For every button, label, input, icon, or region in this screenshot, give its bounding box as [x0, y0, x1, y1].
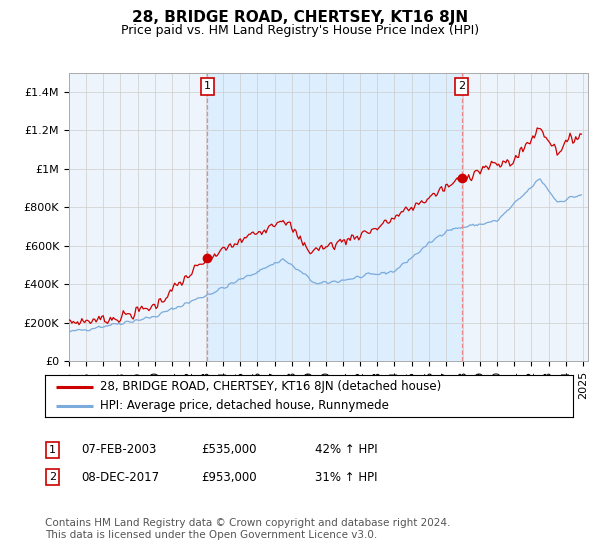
- Text: Contains HM Land Registry data © Crown copyright and database right 2024.
This d: Contains HM Land Registry data © Crown c…: [45, 518, 451, 540]
- Text: 28, BRIDGE ROAD, CHERTSEY, KT16 8JN: 28, BRIDGE ROAD, CHERTSEY, KT16 8JN: [132, 10, 468, 25]
- Text: 1: 1: [204, 81, 211, 91]
- Text: 2: 2: [49, 472, 56, 482]
- Text: 08-DEC-2017: 08-DEC-2017: [81, 470, 159, 484]
- Text: 31% ↑ HPI: 31% ↑ HPI: [315, 470, 377, 484]
- Text: Price paid vs. HM Land Registry's House Price Index (HPI): Price paid vs. HM Land Registry's House …: [121, 24, 479, 36]
- Text: 28, BRIDGE ROAD, CHERTSEY, KT16 8JN (detached house): 28, BRIDGE ROAD, CHERTSEY, KT16 8JN (det…: [100, 380, 442, 393]
- Text: 1: 1: [49, 445, 56, 455]
- Text: £535,000: £535,000: [201, 443, 257, 456]
- Text: 2: 2: [458, 81, 465, 91]
- Text: 07-FEB-2003: 07-FEB-2003: [81, 443, 157, 456]
- Text: £953,000: £953,000: [201, 470, 257, 484]
- Text: 42% ↑ HPI: 42% ↑ HPI: [315, 443, 377, 456]
- Bar: [208, 73, 461, 361]
- Text: HPI: Average price, detached house, Runnymede: HPI: Average price, detached house, Runn…: [100, 399, 389, 412]
